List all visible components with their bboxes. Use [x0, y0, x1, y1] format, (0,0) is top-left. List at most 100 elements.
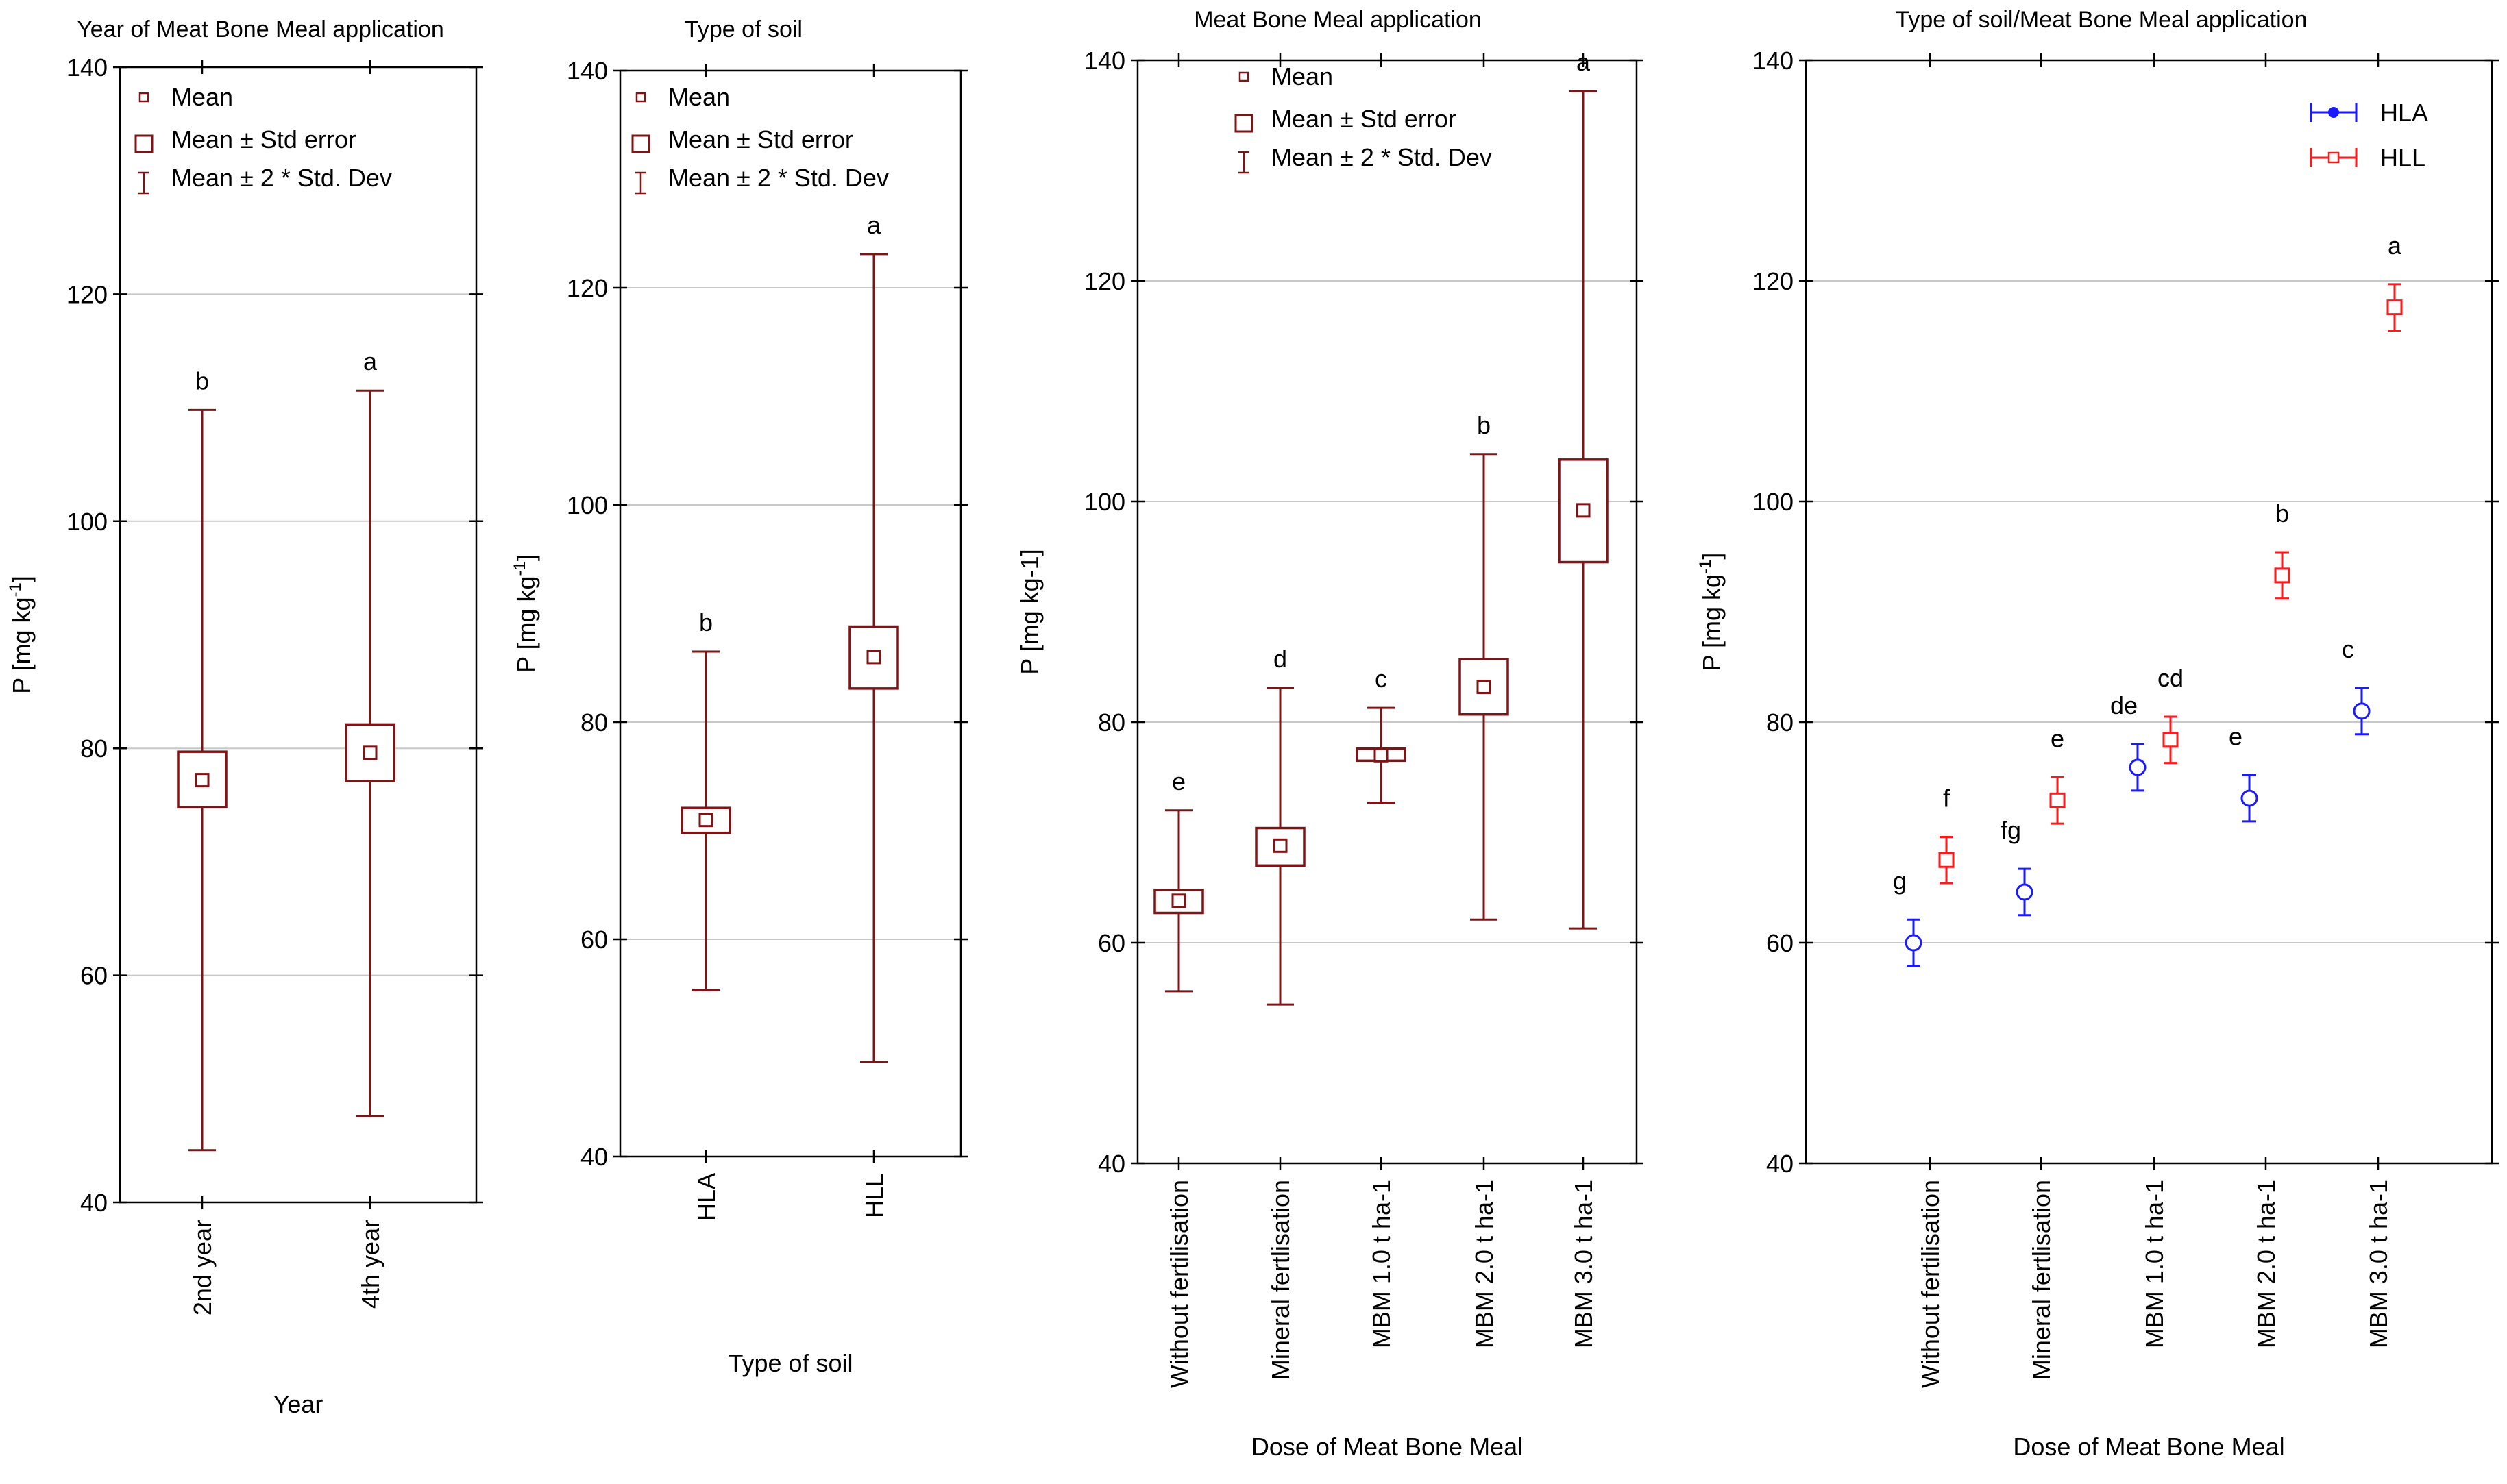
y-tick-label: 60 — [1098, 929, 1125, 957]
significance-letter: a — [2388, 232, 2402, 260]
y-tick-label: 140 — [1752, 47, 1794, 75]
significance-letter: a — [1576, 48, 1591, 76]
y-tick-label: 100 — [1752, 488, 1794, 516]
y-axis-label: P [mg kg-1] — [1696, 553, 1726, 671]
legend-mean-icon — [138, 92, 149, 103]
legend-mean-label: Mean — [171, 83, 233, 111]
significance-letter: e — [2051, 725, 2064, 753]
x-tick-label: MBM 3.0 t ha-1 — [2364, 1180, 2393, 1348]
y-tick-label: 40 — [1098, 1150, 1125, 1178]
panel-2: 40 60 80 100 120 140 HLA HLL Type of soil Type of… — [511, 16, 968, 1377]
mean-marker — [1171, 893, 1186, 908]
mean-marker — [698, 813, 713, 828]
hll-point — [2386, 299, 2403, 316]
legend-se-icon — [134, 134, 154, 153]
significance-letter: e — [2229, 722, 2242, 750]
significance-letter: a — [867, 211, 881, 239]
mean-marker — [1373, 747, 1389, 763]
legend-se-icon — [631, 134, 650, 153]
significance-letter: fg — [2001, 816, 2021, 844]
y-tick-label: 120 — [1752, 267, 1794, 295]
y-tick-label: 80 — [1098, 708, 1125, 737]
chart-title: Year of Meat Bone Meal application — [77, 16, 444, 42]
y-tick-label: 80 — [580, 708, 608, 737]
legend-se-label: Mean ± Std error — [1271, 105, 1456, 133]
significance-letter: b — [1477, 411, 1491, 439]
hll-point — [1938, 852, 1955, 868]
mean-marker — [1576, 503, 1591, 518]
se-box — [345, 723, 395, 783]
hla-point — [2353, 702, 2371, 720]
panel-1: 40 60 80 100 120 140 2nd year 4th year Year of M… — [6, 16, 483, 1418]
y-tick-label: 120 — [66, 280, 108, 308]
x-tick-label: Without fertilisation — [1916, 1180, 1944, 1388]
chart-title: Meat Bone Meal application — [1194, 7, 1482, 33]
y-tick-label: 140 — [66, 53, 108, 82]
y-tick-label: 100 — [567, 491, 608, 519]
y-axis-label: P [mg kg-1] — [511, 554, 540, 673]
hla-point — [2129, 758, 2147, 776]
panel-4: 40 60 80 100 120 140 Without fertilisation Mine… — [1696, 7, 2499, 1461]
significance-letter: b — [195, 367, 209, 395]
se-box — [681, 806, 731, 834]
legend-se-label: Mean ± Std error — [171, 125, 356, 153]
mean-marker — [1476, 679, 1491, 694]
y-tick-label: 40 — [1766, 1150, 1794, 1178]
significance-letter: c — [2342, 635, 2354, 663]
x-tick-label: HLL — [860, 1173, 888, 1218]
plot-frame — [119, 66, 478, 1204]
y-tick-label: 40 — [580, 1143, 608, 1171]
legend-label-hll: HLL — [2380, 144, 2425, 172]
significance-letter: de — [2110, 691, 2138, 719]
legend-sd-label: Mean ± 2 * Std. Dev — [171, 164, 392, 192]
x-tick-label: Mineral fertlisation — [2027, 1180, 2055, 1380]
hla-point — [2016, 883, 2033, 901]
mean-marker — [1273, 838, 1288, 853]
x-tick-label: MBM 2.0 t ha-1 — [2252, 1180, 2280, 1348]
legend-mean-icon — [1238, 71, 1249, 82]
y-axis-label: P [mg kg-1] — [6, 576, 36, 694]
significance-letter: a — [363, 347, 378, 375]
legend-marker-hll — [2327, 151, 2340, 164]
x-tick-label: 4th year — [356, 1220, 384, 1309]
y-tick-label: 140 — [567, 57, 608, 85]
hll-point — [2162, 732, 2179, 748]
mean-marker — [866, 650, 881, 665]
y-tick-label: 120 — [1084, 267, 1125, 295]
x-tick-label: HLA — [692, 1173, 720, 1221]
plot-frame — [619, 69, 962, 1158]
mean-marker — [195, 773, 210, 788]
x-axis-label: Dose of Meat Bone Meal — [2013, 1433, 2284, 1461]
significance-letter: g — [1893, 867, 1907, 895]
x-tick-label: 2nd year — [188, 1220, 217, 1315]
plot-frame — [1805, 59, 2493, 1165]
panel-3: 40 60 80 100 120 140 Without fertilisation Mine… — [1016, 7, 1643, 1461]
legend-sd-label: Mean ± 2 * Std. Dev — [1271, 143, 1492, 171]
hll-point — [2049, 792, 2066, 808]
legend-marker-hla — [2328, 107, 2339, 118]
legend-mean-label: Mean — [1271, 62, 1333, 90]
y-tick-label: 60 — [80, 962, 108, 990]
y-tick-label: 100 — [66, 508, 108, 536]
significance-letter: f — [1943, 784, 1950, 812]
significance-letter: d — [1273, 645, 1287, 673]
hla-point — [1905, 934, 1922, 952]
y-tick-label: 60 — [580, 926, 608, 954]
significance-letter: b — [699, 608, 713, 636]
legend-mean-label: Mean — [668, 83, 730, 111]
x-tick-label: MBM 3.0 t ha-1 — [1569, 1180, 1598, 1348]
x-tick-label: MBM 2.0 t ha-1 — [1470, 1180, 1498, 1348]
legend-sd-label: Mean ± 2 * Std. Dev — [668, 164, 889, 192]
hll-point — [2274, 567, 2290, 584]
chart-title: Type of soil/Meat Bone Meal application — [1895, 7, 2307, 33]
x-axis-label: Year — [273, 1390, 323, 1418]
y-tick-label: 100 — [1084, 488, 1125, 516]
significance-letter: c — [1375, 665, 1387, 693]
y-tick-label: 40 — [80, 1189, 108, 1217]
x-tick-label: MBM 1.0 t ha-1 — [1367, 1180, 1395, 1348]
y-tick-label: 80 — [1766, 708, 1794, 737]
x-tick-label: Without fertilisation — [1165, 1180, 1193, 1388]
legend-mean-icon — [635, 92, 646, 103]
y-tick-label: 140 — [1084, 47, 1125, 75]
